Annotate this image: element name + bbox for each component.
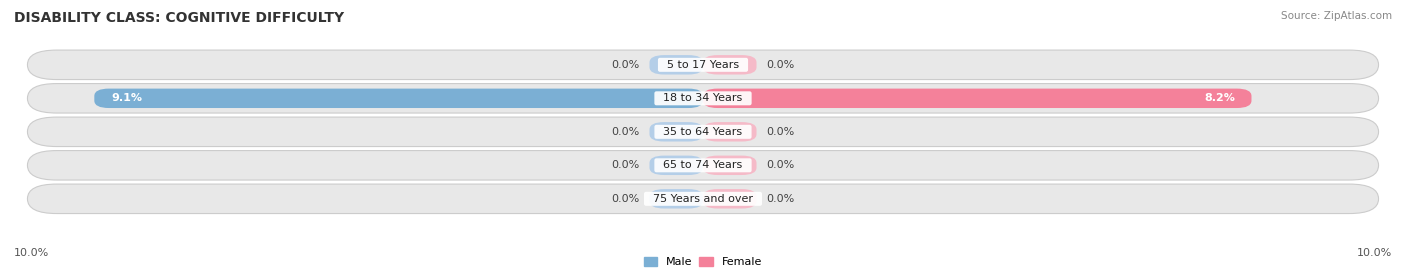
FancyBboxPatch shape <box>650 189 703 208</box>
FancyBboxPatch shape <box>703 155 756 175</box>
Text: 0.0%: 0.0% <box>766 127 794 137</box>
Text: 0.0%: 0.0% <box>766 194 794 204</box>
FancyBboxPatch shape <box>94 89 703 108</box>
Text: 10.0%: 10.0% <box>14 248 49 258</box>
FancyBboxPatch shape <box>28 117 1378 147</box>
FancyBboxPatch shape <box>28 184 1378 214</box>
FancyBboxPatch shape <box>28 84 1378 113</box>
FancyBboxPatch shape <box>28 50 1378 80</box>
Text: 65 to 74 Years: 65 to 74 Years <box>657 160 749 170</box>
Text: Source: ZipAtlas.com: Source: ZipAtlas.com <box>1281 11 1392 21</box>
Text: 5 to 17 Years: 5 to 17 Years <box>659 60 747 70</box>
Legend: Male, Female: Male, Female <box>640 253 766 269</box>
FancyBboxPatch shape <box>703 189 756 208</box>
Text: 35 to 64 Years: 35 to 64 Years <box>657 127 749 137</box>
Text: 0.0%: 0.0% <box>766 160 794 170</box>
Text: 9.1%: 9.1% <box>111 93 142 103</box>
Text: 0.0%: 0.0% <box>612 60 640 70</box>
FancyBboxPatch shape <box>703 122 756 141</box>
Text: 18 to 34 Years: 18 to 34 Years <box>657 93 749 103</box>
Text: 8.2%: 8.2% <box>1204 93 1234 103</box>
Text: 0.0%: 0.0% <box>766 60 794 70</box>
Text: DISABILITY CLASS: COGNITIVE DIFFICULTY: DISABILITY CLASS: COGNITIVE DIFFICULTY <box>14 11 344 25</box>
FancyBboxPatch shape <box>703 55 756 75</box>
Text: 75 Years and over: 75 Years and over <box>645 194 761 204</box>
FancyBboxPatch shape <box>650 55 703 75</box>
FancyBboxPatch shape <box>650 122 703 141</box>
Text: 0.0%: 0.0% <box>612 160 640 170</box>
Text: 10.0%: 10.0% <box>1357 248 1392 258</box>
FancyBboxPatch shape <box>703 89 1251 108</box>
FancyBboxPatch shape <box>28 151 1378 180</box>
Text: 0.0%: 0.0% <box>612 194 640 204</box>
Text: 0.0%: 0.0% <box>612 127 640 137</box>
FancyBboxPatch shape <box>650 155 703 175</box>
